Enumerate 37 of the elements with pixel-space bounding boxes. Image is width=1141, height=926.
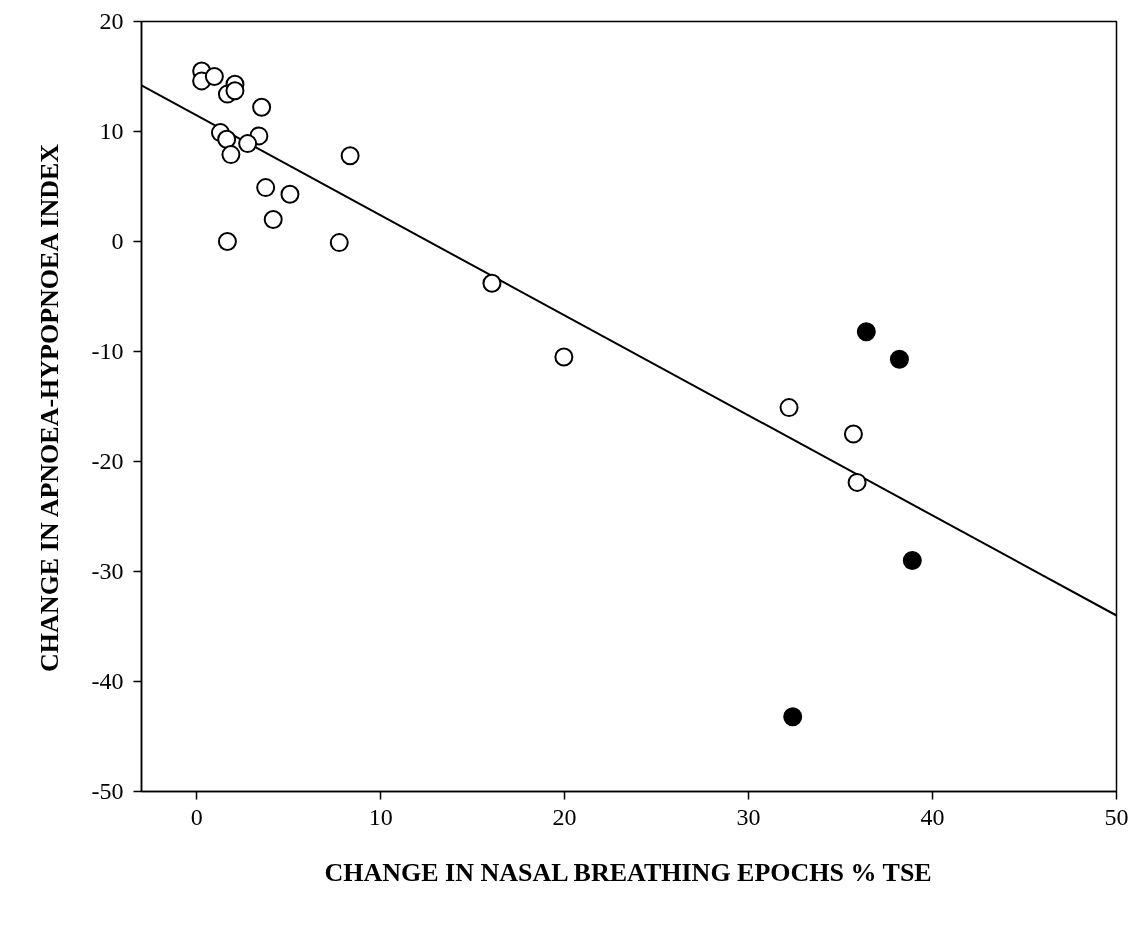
point bbox=[263, 210, 283, 229]
point bbox=[902, 551, 922, 570]
point bbox=[217, 232, 237, 251]
point bbox=[217, 129, 237, 149]
x-tick-label: 0 bbox=[190, 803, 203, 830]
y-tick-label: 20 bbox=[99, 8, 124, 34]
y-tick-label: -50 bbox=[91, 778, 124, 804]
point bbox=[280, 184, 300, 204]
point bbox=[221, 145, 241, 165]
point bbox=[225, 81, 245, 101]
point bbox=[329, 233, 349, 253]
y-tick-label: 10 bbox=[99, 118, 124, 144]
point bbox=[340, 146, 360, 166]
x-tick-label: 20 bbox=[552, 803, 577, 830]
point bbox=[856, 322, 876, 342]
point bbox=[204, 67, 224, 86]
y-tick-label: -40 bbox=[91, 668, 124, 694]
x-axis-title: CHANGE IN NASAL BREATHING EPOCHS % TSE bbox=[324, 857, 932, 887]
point bbox=[252, 97, 272, 117]
point bbox=[256, 178, 276, 198]
x-tick-label: 10 bbox=[368, 803, 393, 830]
x-tick-label: 40 bbox=[920, 803, 945, 830]
y-tick-label: 0 bbox=[111, 228, 124, 254]
point bbox=[889, 349, 909, 369]
y-tick-label: -20 bbox=[91, 448, 124, 474]
point bbox=[482, 273, 502, 293]
point bbox=[554, 347, 574, 367]
y-tick-label: -30 bbox=[91, 558, 124, 584]
x-tick-label: 30 bbox=[736, 803, 761, 830]
point bbox=[238, 134, 258, 154]
point bbox=[783, 707, 803, 727]
point bbox=[847, 472, 867, 492]
point bbox=[779, 398, 799, 418]
point bbox=[843, 424, 863, 444]
x-tick-label: 50 bbox=[1104, 803, 1129, 830]
y-tick-label: -10 bbox=[91, 338, 124, 364]
y-axis-title: CHANGE IN APNOEA-HYPOPNOEA INDEX bbox=[34, 143, 64, 672]
